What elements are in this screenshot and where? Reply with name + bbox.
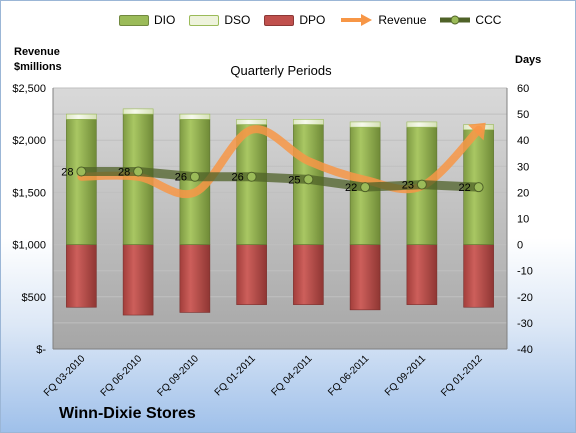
- right-tick-label: 20: [517, 187, 529, 199]
- legend-label-revenue: Revenue: [378, 13, 427, 27]
- right-tick-label: 30: [517, 161, 529, 173]
- legend-swatch-dio: [119, 14, 149, 26]
- legend-swatch-dso: [189, 14, 220, 26]
- left-axis-title-line1: Revenue: [14, 46, 60, 58]
- legend-label-dpo: DPO: [299, 13, 326, 27]
- legend-label-ccc: CCC: [475, 13, 502, 27]
- ccc-line: [76, 167, 484, 192]
- left-tick-label: $1,000: [12, 240, 46, 252]
- ccc-point: [246, 171, 257, 182]
- right-tick-label: -10: [517, 266, 533, 278]
- ccc-data-label: 26: [232, 172, 244, 184]
- left-tick-label: $1,500: [12, 187, 46, 199]
- bar-dpo: [463, 244, 494, 308]
- x-tick-label: FQ 01-2012: [439, 353, 485, 399]
- ccc-point: [76, 166, 87, 177]
- x-tick-label: FQ 06-2011: [326, 353, 371, 398]
- right-tick-label: 50: [517, 109, 529, 121]
- left-tick-label: $2,000: [12, 135, 46, 147]
- left-tick-label: $500: [22, 292, 46, 304]
- legend-swatch-dpo: [264, 14, 295, 26]
- x-tick-label: FQ 03-2010: [42, 353, 88, 399]
- ccc-point: [360, 182, 371, 193]
- ccc-data-label: 23: [402, 180, 414, 192]
- bar-dso: [293, 119, 324, 125]
- bar-dio: [66, 119, 97, 245]
- bar-dso: [122, 108, 154, 115]
- bar-dio: [236, 124, 267, 245]
- left-axis-title: Revenue $millions: [14, 45, 62, 75]
- x-tick-label: FQ 06-2010: [99, 353, 145, 399]
- bar-dso: [66, 113, 97, 120]
- legend-label-dso: DSO: [224, 13, 251, 27]
- legend-item-dio: DIO: [119, 13, 175, 27]
- company-name: Winn-Dixie Stores: [59, 405, 196, 422]
- ccc-data-label: 28: [61, 167, 73, 179]
- right-tick-label: 40: [517, 135, 529, 147]
- right-tick-label: 60: [517, 83, 529, 95]
- legend-arrow-revenue: [339, 14, 373, 26]
- ccc-point: [473, 182, 484, 193]
- chart-title: Quarterly Periods: [230, 63, 332, 78]
- bar-dpo: [236, 244, 267, 305]
- legend-item-revenue: Revenue: [339, 13, 426, 27]
- bar-dso: [349, 121, 381, 128]
- ccc-point: [133, 166, 144, 177]
- right-tick-label: -30: [517, 318, 533, 330]
- legend-item-dpo: DPO: [264, 13, 325, 27]
- ccc-data-label: 22: [459, 182, 471, 194]
- legend-item-ccc: CCC: [440, 13, 501, 27]
- ccc-data-label: 28: [118, 167, 130, 179]
- legend-label-dio: DIO: [154, 13, 176, 27]
- legend: DIO DSO DPO Revenue CCC: [119, 13, 515, 27]
- revenue-arrowhead: [468, 122, 486, 141]
- left-tick-label: $2,500: [12, 83, 46, 95]
- bar-dso: [179, 113, 211, 120]
- left-axis-title-line2: $millions: [14, 61, 62, 73]
- x-tick-label: FQ 09-2011: [383, 353, 428, 398]
- right-tick-label: -20: [517, 292, 533, 304]
- ccc-data-label: 25: [288, 174, 300, 186]
- bar-dso: [236, 119, 267, 125]
- ccc-data-label: 22: [345, 182, 357, 194]
- ccc-data-label: 26: [175, 172, 187, 184]
- bar-dpo: [406, 244, 438, 305]
- bar-dpo: [179, 244, 211, 313]
- right-tick-label: 0: [517, 240, 523, 252]
- right-tick-label: -40: [517, 344, 533, 356]
- ccc-point: [303, 174, 314, 185]
- legend-item-dso: DSO: [189, 13, 250, 27]
- legend-line-ccc: [440, 14, 471, 26]
- bar-dso: [406, 121, 438, 128]
- right-tick-label: 10: [517, 214, 529, 226]
- bar-dpo: [66, 244, 97, 308]
- bar-dpo: [349, 244, 381, 311]
- ccc-point: [416, 179, 427, 190]
- bar-dpo: [122, 244, 154, 316]
- x-tick-label: FQ 01-2011: [213, 353, 258, 398]
- x-tick-label: FQ 04-2011: [270, 353, 315, 398]
- x-tick-label: FQ 09-2010: [155, 353, 201, 399]
- left-tick-label: $-: [36, 344, 46, 356]
- bar-dpo: [293, 244, 324, 305]
- right-axis-title: Days: [515, 54, 542, 66]
- ccc-point: [189, 171, 200, 182]
